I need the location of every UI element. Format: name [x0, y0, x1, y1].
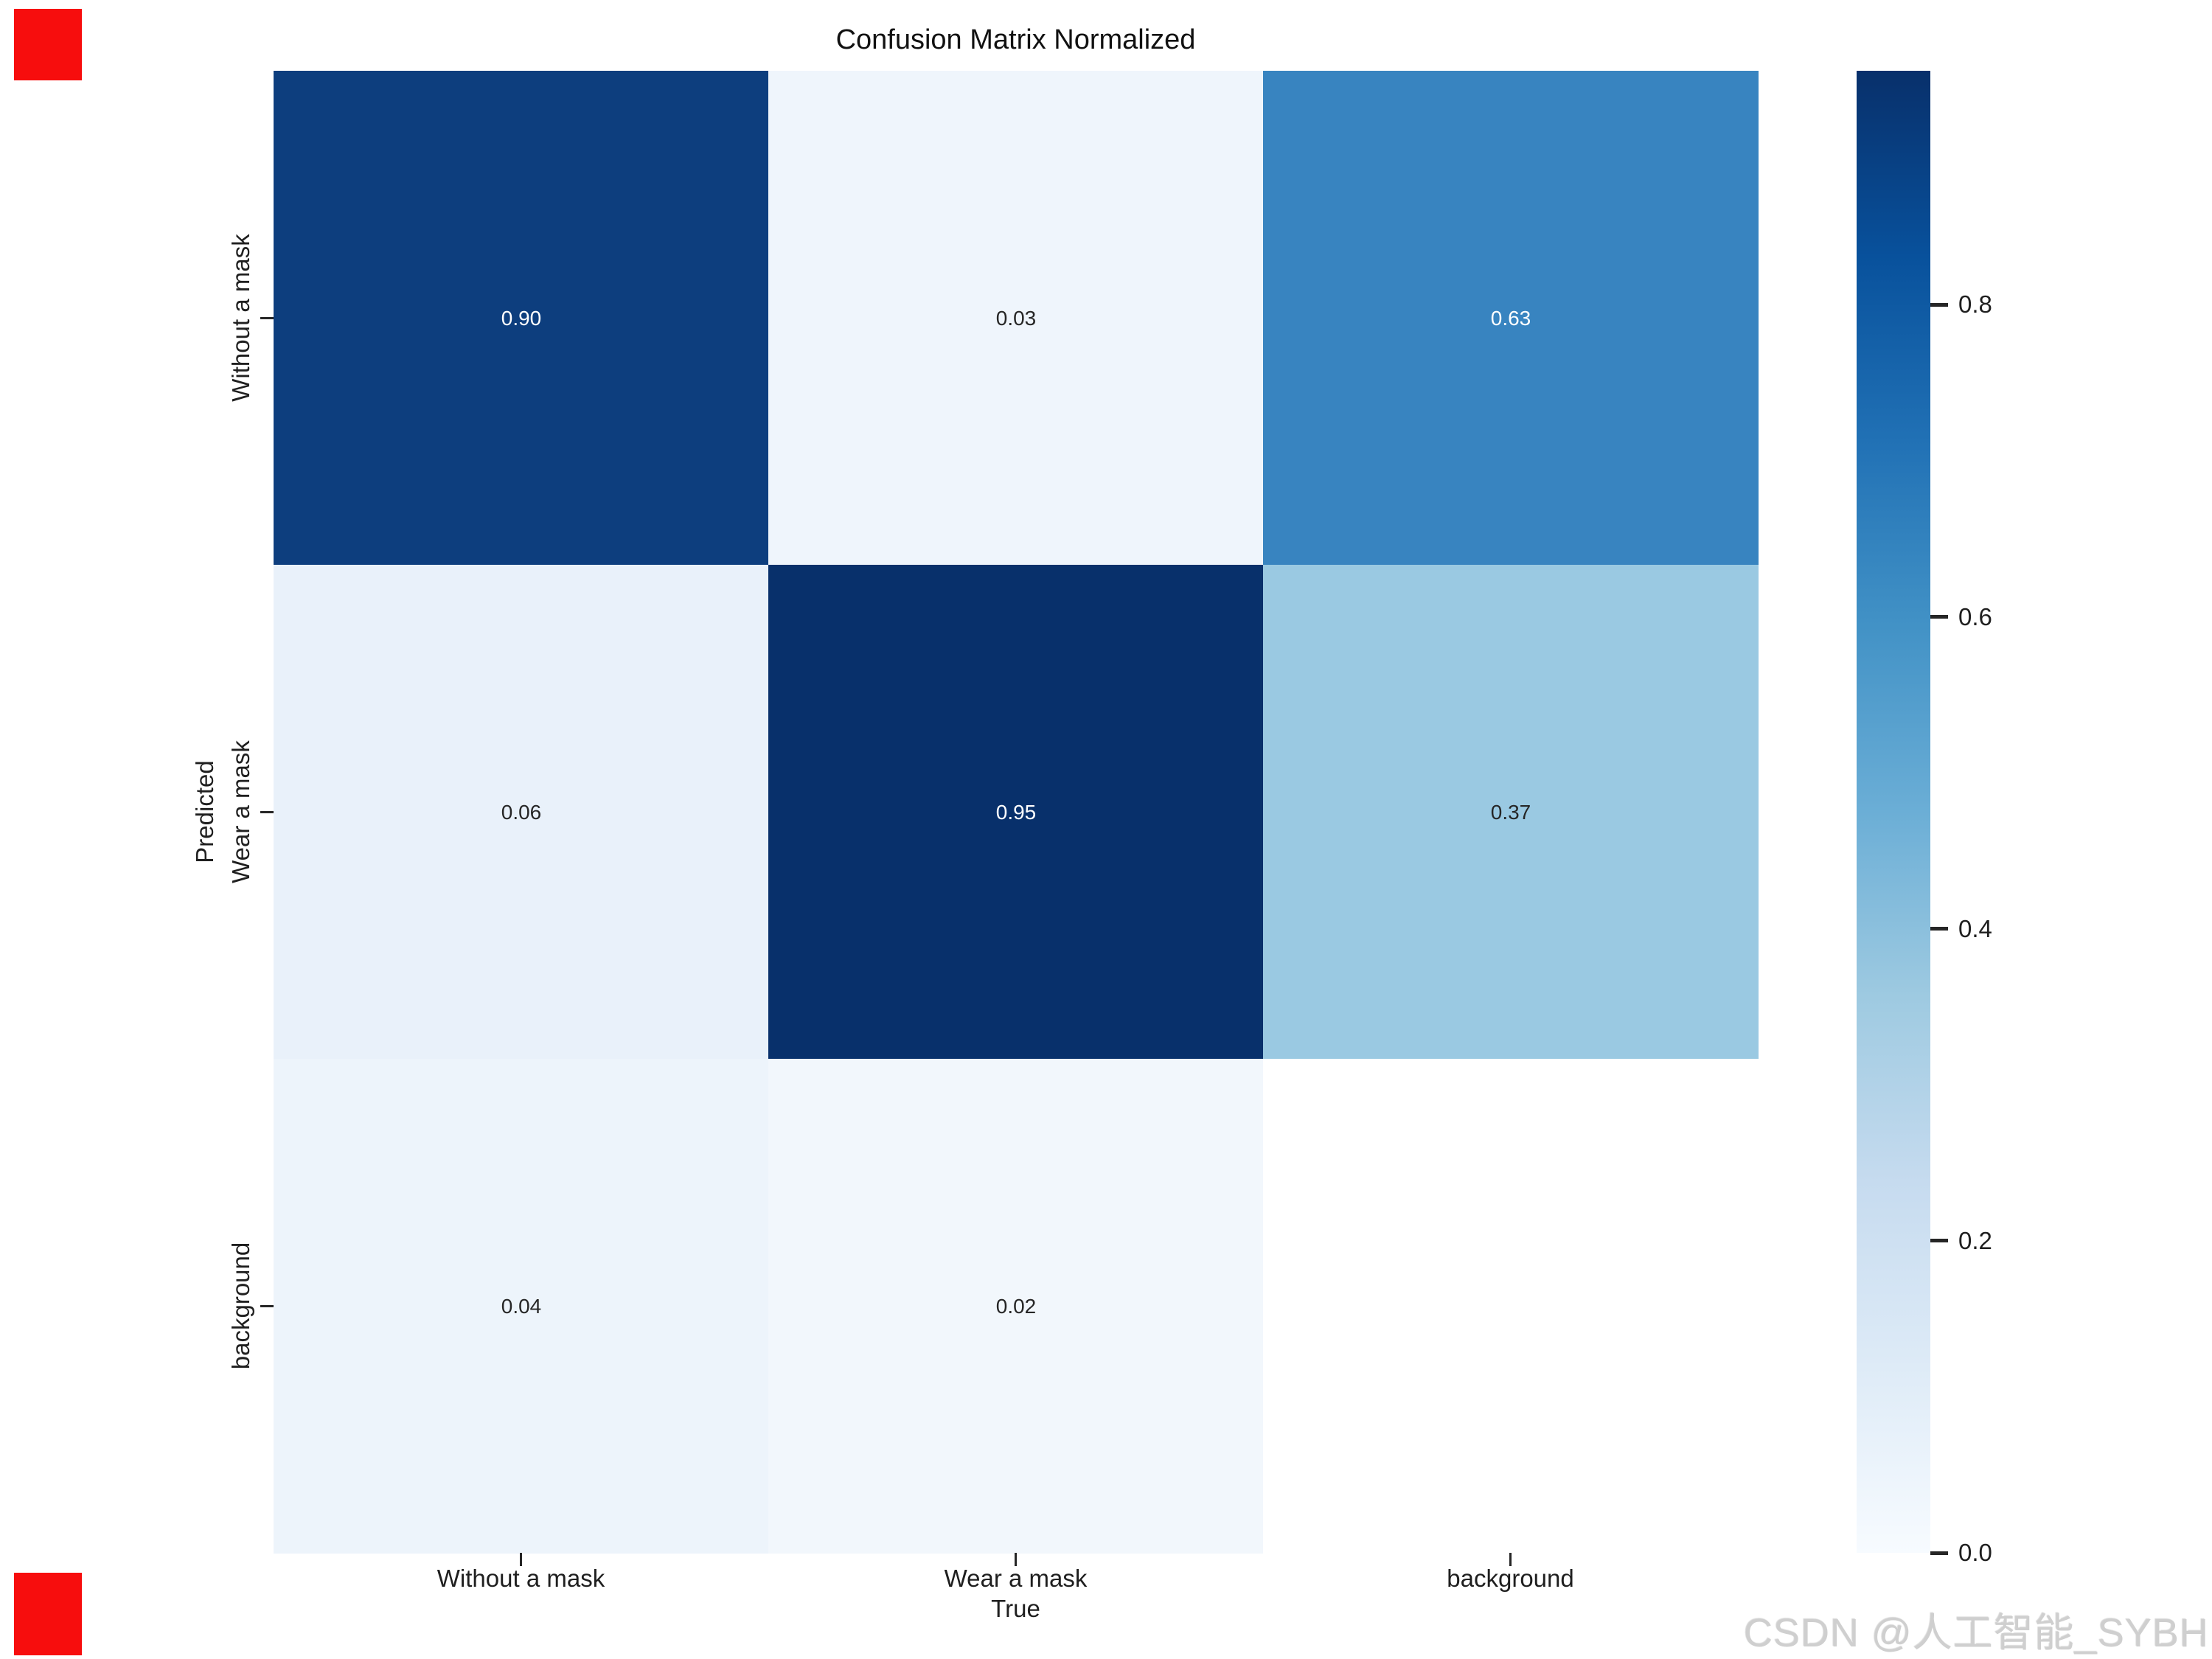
y-axis-tick	[260, 1304, 274, 1307]
x-axis-title: True	[991, 1595, 1040, 1622]
heatmap-cell: 0.95	[768, 565, 1264, 1060]
colorbar-tick	[1930, 302, 1948, 307]
cell-value: 0.02	[995, 1294, 1037, 1318]
y-tick-label: background	[227, 1242, 254, 1370]
colorbar-tick-label: 0.2	[1958, 1226, 1992, 1254]
x-axis-tick	[1509, 1553, 1512, 1566]
colorbar-tick-label: 0.4	[1958, 914, 1992, 942]
colorbar-tick	[1930, 615, 1948, 619]
cell-value: 0.95	[995, 800, 1037, 824]
watermark: CSDN @人工智能_SYBH	[1744, 1611, 2209, 1655]
colorbar-tick-label: 0.8	[1958, 291, 1992, 319]
cell-value: 0.63	[1490, 306, 1531, 330]
cell-value: 0.03	[995, 306, 1037, 330]
heatmap-cell: 0.04	[274, 1059, 769, 1554]
y-axis-title: Predicted	[191, 760, 218, 863]
x-tick-label: Without a mask	[437, 1565, 605, 1592]
colorbar-tick-label: 0.0	[1958, 1539, 1992, 1566]
x-axis-tick	[1015, 1553, 1017, 1566]
y-tick-label: Without a mask	[227, 234, 254, 402]
heatmap-cell	[1263, 1059, 1759, 1554]
heatmap-cell: 0.37	[1263, 565, 1759, 1060]
cell-value: 0.90	[501, 306, 542, 330]
red-marker-top-left	[14, 9, 82, 80]
cell-value: 0.37	[1490, 800, 1531, 824]
colorbar-tick	[1930, 1551, 1948, 1555]
x-axis-tick	[520, 1553, 522, 1566]
cell-value: 0.04	[501, 1294, 542, 1318]
cell-value: 0.06	[501, 800, 542, 824]
y-axis-tick	[260, 810, 274, 813]
heatmap-cell: 0.06	[274, 565, 769, 1060]
x-tick-label: Wear a mask	[944, 1565, 1088, 1592]
colorbar-tick-label: 0.6	[1958, 602, 1992, 630]
heatmap-cell: 0.03	[768, 71, 1264, 566]
heatmap-cell: 0.63	[1263, 71, 1759, 566]
chart-title: Confusion Matrix Normalized	[835, 24, 1196, 55]
heatmap-cell: 0.02	[768, 1059, 1264, 1554]
x-tick-label: background	[1447, 1565, 1574, 1592]
y-tick-label: Wear a mask	[227, 740, 254, 883]
colorbar	[1857, 71, 1930, 1553]
colorbar-tick	[1930, 927, 1948, 931]
red-marker-bottom-left	[14, 1573, 82, 1655]
y-axis-tick	[260, 316, 274, 319]
heatmap-cell: 0.90	[274, 71, 769, 566]
colorbar-tick	[1930, 1239, 1948, 1243]
